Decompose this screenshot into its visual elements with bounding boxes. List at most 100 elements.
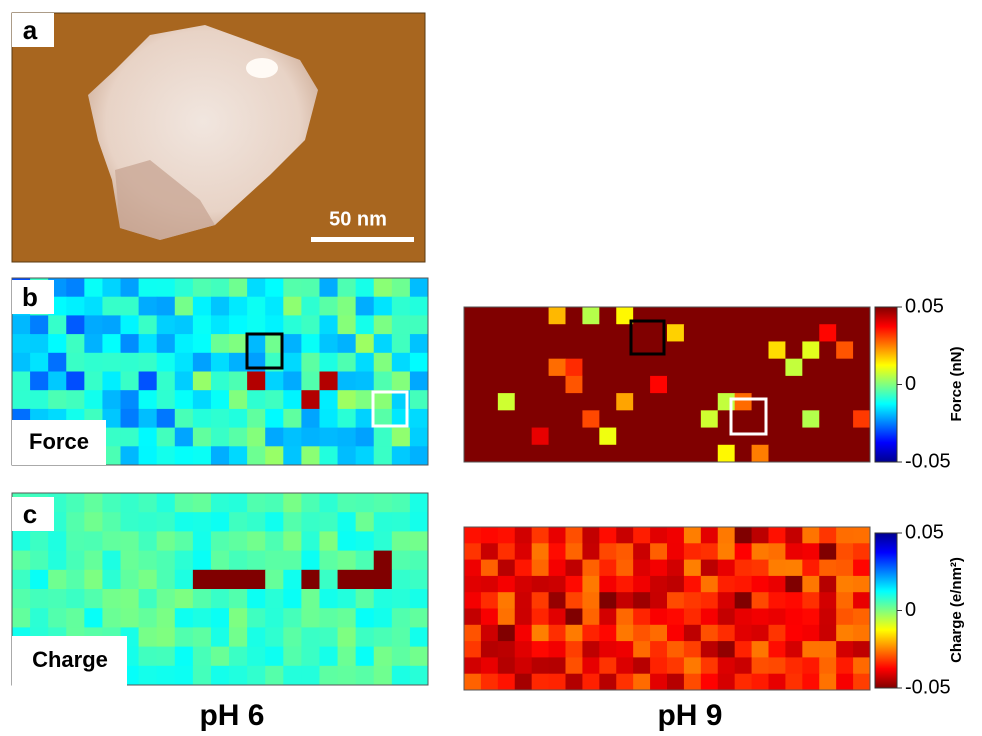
heatmap-cell [853, 376, 870, 394]
heatmap-cell [464, 341, 481, 359]
heatmap-cell [247, 278, 266, 297]
heatmap-cell [684, 674, 701, 691]
heatmap-cell [301, 627, 320, 647]
heatmap-cell [139, 372, 158, 391]
heatmap-cell [464, 543, 481, 560]
heatmap-cell [599, 674, 616, 691]
heatmap-cell [157, 647, 176, 667]
heatmap-cell [819, 445, 836, 463]
heatmap-cell [139, 531, 158, 551]
heatmap-cell [836, 445, 853, 463]
heatmap-cell [769, 592, 786, 609]
heatmap-cell [265, 647, 284, 667]
heatmap-cell [735, 376, 752, 394]
heatmap-cell [616, 393, 633, 411]
heatmap-cell [836, 543, 853, 560]
heatmap-cell [66, 353, 85, 372]
heatmap-cell [769, 445, 786, 463]
heatmap-cell [684, 376, 701, 394]
heatmap-cell [481, 560, 498, 577]
heatmap-cell [549, 592, 566, 609]
heatmap-cell [12, 353, 31, 372]
heatmap-cell [84, 315, 103, 334]
heatmap-cell [121, 570, 140, 590]
heatmap-cell [836, 592, 853, 609]
heatmap-cell [667, 543, 684, 560]
heatmap-cell [356, 278, 375, 297]
heatmap-cell [157, 390, 176, 409]
heatmap-cell [667, 445, 684, 463]
heatmap-cell [701, 359, 718, 377]
heatmap-cell [667, 376, 684, 394]
colorbar-tick-label: -0.05 [905, 676, 951, 698]
heatmap-cell [464, 410, 481, 428]
heatmap-cell [582, 674, 599, 691]
heatmap-cell [819, 376, 836, 394]
heatmap-cell [701, 341, 718, 359]
heatmap-cell [853, 674, 870, 691]
heatmap-cell [283, 428, 302, 447]
heatmap-cell [247, 372, 266, 391]
heatmap-cell [684, 543, 701, 560]
heatmap-cell [121, 353, 140, 372]
heatmap-cell [301, 428, 320, 447]
heatmap-cell [319, 608, 338, 628]
heatmap-cell [247, 551, 266, 571]
heatmap-cell [319, 446, 338, 465]
heatmap-cell [498, 674, 515, 691]
heatmap-cell [549, 527, 566, 544]
heatmap-cell [392, 353, 411, 372]
heatmap-cell [175, 278, 194, 297]
heatmap-cell [819, 324, 836, 342]
heatmap-cell [650, 543, 667, 560]
heatmap-cell [193, 551, 212, 571]
heatmap-cell [633, 560, 650, 577]
heatmap-cell [515, 543, 532, 560]
panel-label: a [23, 15, 38, 45]
heatmap-cell [157, 608, 176, 628]
heatmap-cell [121, 531, 140, 551]
heatmap-cell [139, 589, 158, 609]
heatmap-cell [836, 609, 853, 626]
heatmap-cell [301, 297, 320, 316]
heatmap-cell [410, 278, 429, 297]
heatmap-cell [633, 324, 650, 342]
heatmap-cell [735, 307, 752, 325]
heatmap-cell [265, 315, 284, 334]
heatmap-cell [853, 359, 870, 377]
heatmap-cell [48, 608, 67, 628]
heatmap-cell [566, 592, 583, 609]
heatmap-cell [121, 372, 140, 391]
heatmap-cell [752, 527, 769, 544]
heatmap-cell [701, 592, 718, 609]
heatmap-cell [836, 576, 853, 593]
heatmap-cell [836, 341, 853, 359]
heatmap-cell [139, 570, 158, 590]
heatmap-cell [853, 527, 870, 544]
heatmap-cell [566, 445, 583, 463]
heatmap-cell [356, 608, 375, 628]
heatmap-cell [84, 512, 103, 532]
heatmap-cell [211, 608, 230, 628]
heatmap-cell [66, 297, 85, 316]
heatmap-cell [392, 647, 411, 667]
heatmap-cell [769, 576, 786, 593]
heatmap-cell [265, 278, 284, 297]
heatmap-cell [139, 334, 158, 353]
heatmap-cell [374, 428, 393, 447]
heatmap-cell [785, 674, 802, 691]
heatmap-cell [175, 334, 194, 353]
heatmap-cell [12, 531, 31, 551]
heatmap-cell [769, 560, 786, 577]
heatmap-cell [283, 493, 302, 513]
heatmap-cell [836, 376, 853, 394]
heatmap-cell [193, 353, 212, 372]
heatmap-cell [211, 390, 230, 409]
heatmap-cell [616, 359, 633, 377]
heatmap-cell [410, 409, 429, 428]
heatmap-cell [735, 324, 752, 342]
heatmap-cell [667, 307, 684, 325]
heatmap-cell [735, 410, 752, 428]
heatmap-cell [157, 315, 176, 334]
heatmap-cell [48, 551, 67, 571]
